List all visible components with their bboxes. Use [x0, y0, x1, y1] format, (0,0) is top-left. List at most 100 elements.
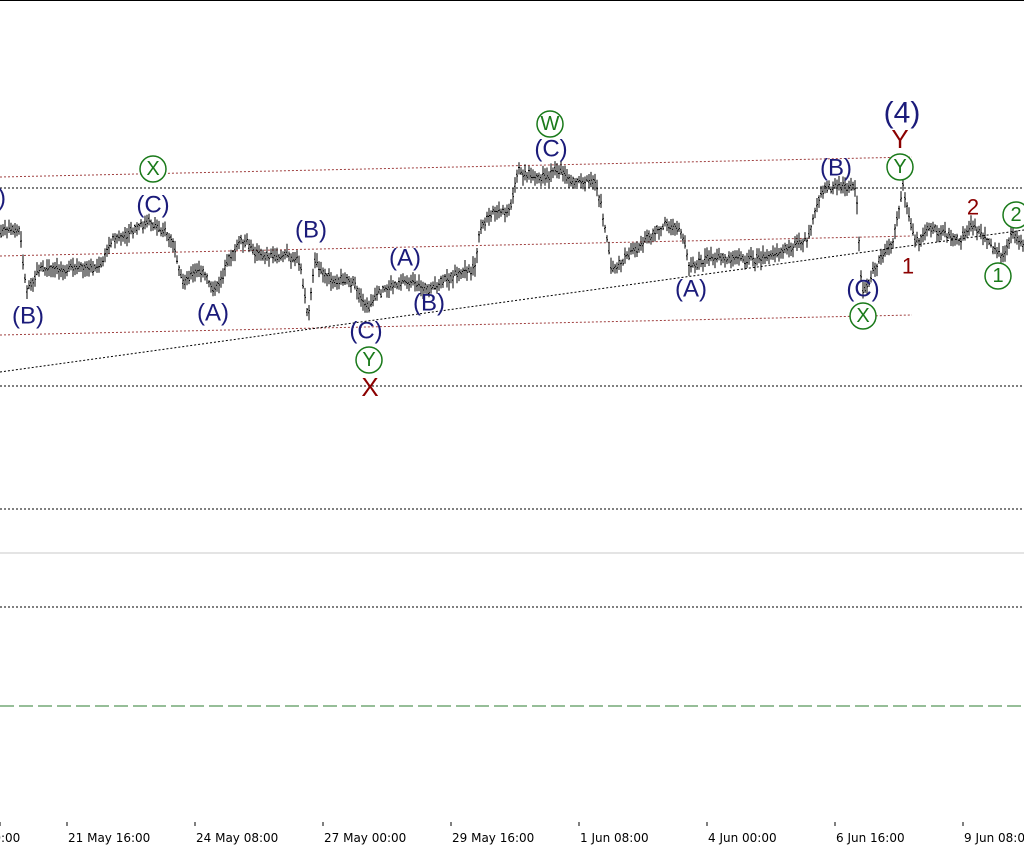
price-bar	[590, 171, 592, 188]
price-bar	[522, 169, 524, 186]
price-bar	[82, 263, 84, 279]
wave-label: X	[849, 302, 877, 330]
price-bar	[1012, 227, 1014, 239]
price-bar	[612, 260, 614, 273]
price-bar	[974, 218, 976, 231]
price-bar	[824, 182, 826, 194]
price-bar	[252, 243, 254, 255]
price-bar	[460, 269, 462, 279]
price-bar	[264, 251, 266, 265]
wave-label-text: (B)	[820, 155, 852, 182]
wave-label-text: (A)	[675, 276, 707, 303]
price-bar	[494, 206, 496, 222]
price-bar	[768, 251, 770, 265]
wave-label: (A)	[197, 300, 229, 327]
price-bar	[200, 265, 202, 283]
price-bar	[408, 277, 410, 292]
trend-line	[0, 229, 1024, 373]
price-bar	[440, 275, 442, 289]
price-bar	[100, 257, 102, 268]
price-bar	[234, 244, 236, 262]
price-bar	[828, 180, 830, 190]
price-bar	[930, 223, 932, 238]
price-bar	[726, 256, 728, 265]
price-bar	[262, 249, 264, 261]
price-bar	[98, 256, 100, 273]
price-bar	[858, 236, 860, 252]
price-bar	[588, 174, 590, 188]
price-bar	[28, 280, 30, 290]
price-bar	[554, 161, 556, 176]
price-bar	[336, 274, 338, 290]
price-bar	[952, 233, 954, 247]
wave-label: (A)	[675, 276, 707, 303]
price-bar	[12, 224, 14, 235]
x-axis: 19 May 00:00 21 May 16:00 24 May 08:00 2…	[0, 822, 1024, 845]
wave-label: (B)	[820, 155, 852, 182]
price-bar	[26, 285, 28, 299]
price-bar	[794, 236, 796, 248]
price-bar	[196, 263, 198, 278]
price-bar	[552, 167, 554, 179]
price-bar	[404, 276, 406, 286]
price-bar	[334, 275, 336, 288]
price-bar	[142, 221, 144, 234]
price-bar	[908, 207, 910, 222]
price-bar	[218, 276, 220, 294]
price-bar	[874, 262, 876, 277]
wave-label: 2	[967, 195, 979, 220]
wave-label-text: X	[361, 372, 378, 402]
wave-label-text: Y	[891, 124, 908, 154]
price-bar	[576, 177, 578, 187]
price-bar	[730, 252, 732, 269]
price-bar	[866, 278, 868, 294]
price-bar	[210, 281, 212, 293]
wave-label-circle	[1002, 201, 1024, 229]
price-bar	[786, 244, 788, 255]
price-bar	[70, 259, 72, 271]
price-bar	[566, 169, 568, 184]
price-bar	[510, 199, 512, 210]
price-bar	[1006, 239, 1008, 256]
price-bar	[480, 219, 482, 234]
price-bar	[676, 220, 678, 235]
x-tick-label: 6 Jun 16:00	[836, 831, 905, 845]
price-bar	[822, 185, 824, 199]
price-bar	[626, 251, 628, 260]
price-bar	[470, 266, 472, 281]
price-bar	[0, 224, 2, 238]
price-bar	[946, 233, 948, 243]
price-bar	[574, 178, 576, 189]
price-bar	[44, 267, 46, 276]
price-bar	[956, 233, 958, 245]
price-bar	[186, 271, 188, 286]
price-bar	[664, 216, 666, 227]
price-bar	[924, 224, 926, 241]
price-bar	[890, 241, 892, 254]
price-bar	[524, 164, 526, 181]
price-bar	[324, 268, 326, 284]
price-bar	[176, 255, 178, 264]
x-tick-label: 29 May 16:00	[452, 831, 534, 845]
price-bar	[402, 273, 404, 284]
price-bar	[392, 280, 394, 295]
price-bar	[796, 234, 798, 251]
x-tick-label: 19 May 00:00	[0, 831, 20, 845]
price-bar	[180, 269, 182, 279]
price-bar	[756, 248, 758, 266]
price-bar	[120, 232, 122, 246]
price-bar	[706, 247, 708, 264]
price-bar	[966, 225, 968, 238]
price-bar	[860, 270, 862, 281]
price-bar	[316, 253, 318, 268]
price-bar	[498, 201, 500, 219]
price-bar	[110, 238, 112, 248]
price-bar	[78, 261, 80, 272]
wave-labels: )(B)X(C)(A)(B)(A)(B)(C)YXW(C)(A)(B)(C)X(…	[0, 97, 1024, 402]
price-bar	[998, 242, 1000, 257]
price-bar	[486, 211, 488, 223]
price-bar	[428, 284, 430, 298]
price-bar	[72, 257, 74, 277]
price-bar	[660, 226, 662, 237]
price-bar	[370, 294, 372, 308]
